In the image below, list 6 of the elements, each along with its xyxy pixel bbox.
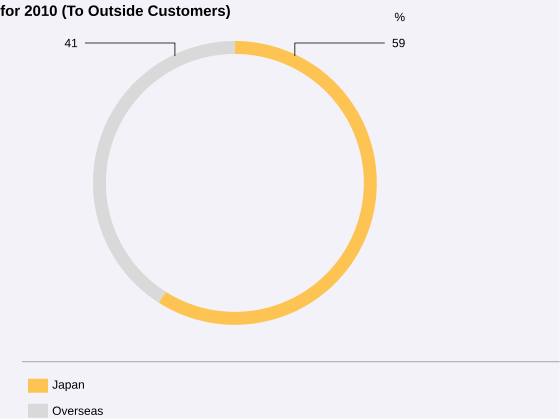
legend-label: Japan <box>52 380 84 392</box>
legend-label: Overseas <box>52 406 103 416</box>
data-label: 59 <box>392 38 405 48</box>
chart-title: for 2010 (To Outside Customers) <box>0 5 230 20</box>
text: % <box>394 12 405 22</box>
data-label: 41 <box>64 38 78 48</box>
